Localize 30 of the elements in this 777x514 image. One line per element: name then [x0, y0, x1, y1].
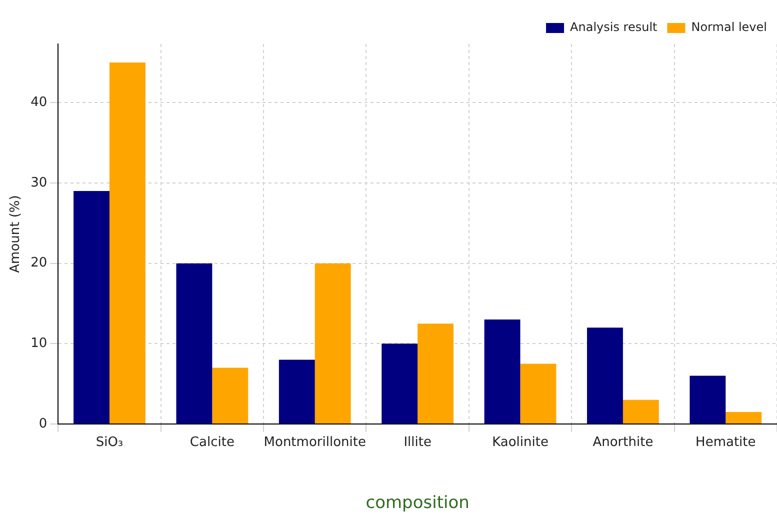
- bar: [726, 412, 762, 424]
- y-tick-label: 30: [30, 175, 48, 190]
- y-tick-label: 10: [30, 336, 48, 352]
- x-tick-label: Illite: [404, 435, 432, 450]
- bar: [382, 344, 418, 424]
- bar: [520, 364, 556, 424]
- bar: [278, 360, 315, 424]
- bar: [690, 376, 726, 424]
- y-tick-label: 40: [30, 95, 48, 110]
- y-tick-label: 20: [30, 256, 48, 271]
- x-tick-label: SiO₃: [96, 435, 124, 450]
- bar: [212, 368, 248, 424]
- x-tick-label: Hematite: [696, 435, 756, 450]
- bar: [109, 62, 146, 424]
- bar: [622, 400, 659, 424]
- x-tick-label: Calcite: [190, 435, 234, 450]
- x-tick-label: Anorthite: [592, 435, 654, 450]
- bar: [314, 263, 351, 424]
- y-tick-label: 0: [38, 416, 48, 432]
- bar: [587, 328, 623, 424]
- y-axis-title: Amount (%): [8, 195, 24, 273]
- x-tick-label: Montmorillonite: [264, 435, 366, 450]
- bar: [484, 320, 520, 424]
- legend-label: Normal level: [691, 20, 768, 34]
- legend-label: Analysis result: [570, 20, 658, 34]
- x-axis-title: composition: [366, 493, 470, 514]
- bar: [74, 191, 110, 424]
- bar: [418, 324, 454, 424]
- bar: [176, 263, 212, 424]
- x-tick-label: Kaolinite: [492, 435, 548, 450]
